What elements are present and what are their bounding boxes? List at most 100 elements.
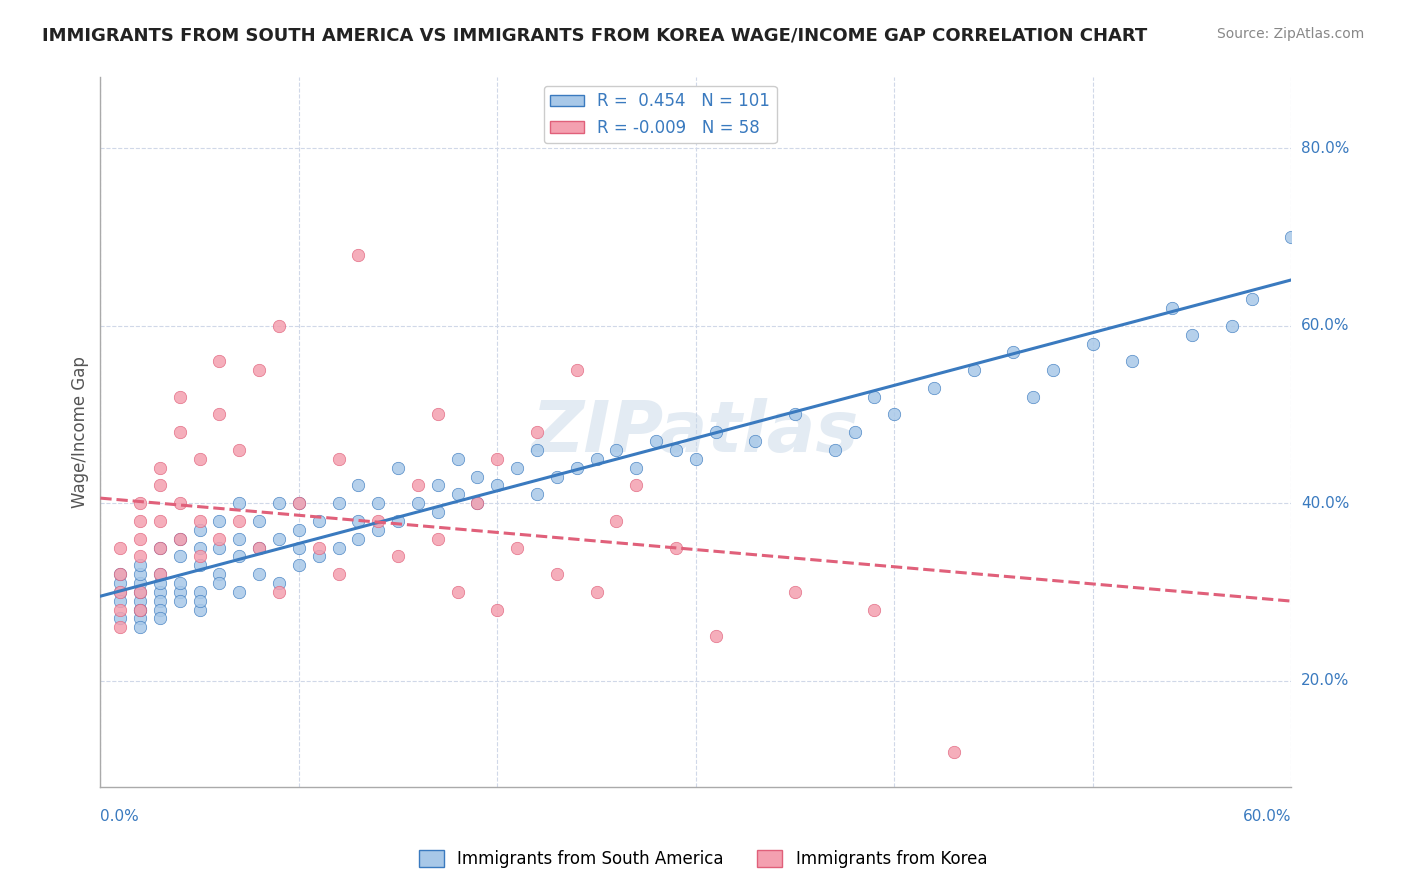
Immigrants from South America: [704, 425, 727, 440]
Immigrants from South America: [129, 558, 152, 573]
Immigrants from South America: [446, 451, 468, 466]
Immigrants from South America: [387, 460, 409, 475]
Immigrants from Korea: [526, 425, 548, 440]
Immigrants from South America: [467, 469, 489, 483]
Immigrants from South America: [188, 602, 211, 616]
Immigrants from South America: [169, 532, 191, 546]
Immigrants from Korea: [486, 451, 509, 466]
Immigrants from South America: [308, 514, 330, 528]
Immigrants from Korea: [188, 549, 211, 564]
Immigrants from South America: [228, 532, 250, 546]
Immigrants from Korea: [486, 602, 509, 616]
Immigrants from South America: [922, 381, 945, 395]
Immigrants from South America: [1022, 390, 1045, 404]
Immigrants from Korea: [169, 496, 191, 510]
Immigrants from South America: [308, 549, 330, 564]
Immigrants from Korea: [626, 478, 648, 492]
Immigrants from South America: [426, 478, 449, 492]
Immigrants from South America: [129, 602, 152, 616]
Immigrants from Korea: [208, 354, 231, 368]
Immigrants from Korea: [228, 442, 250, 457]
Immigrants from South America: [108, 576, 131, 591]
Immigrants from South America: [585, 451, 607, 466]
Immigrants from South America: [267, 532, 290, 546]
Y-axis label: Wage/Income Gap: Wage/Income Gap: [72, 356, 89, 508]
Text: 60.0%: 60.0%: [1243, 809, 1291, 824]
Immigrants from Korea: [308, 541, 330, 555]
Immigrants from Korea: [129, 514, 152, 528]
Immigrants from South America: [565, 460, 588, 475]
Immigrants from Korea: [149, 514, 172, 528]
Immigrants from South America: [247, 541, 270, 555]
Immigrants from South America: [288, 523, 311, 537]
Immigrants from South America: [506, 460, 529, 475]
Immigrants from Korea: [208, 408, 231, 422]
Immigrants from Korea: [129, 602, 152, 616]
Immigrants from South America: [149, 585, 172, 599]
Text: IMMIGRANTS FROM SOUTH AMERICA VS IMMIGRANTS FROM KOREA WAGE/INCOME GAP CORRELATI: IMMIGRANTS FROM SOUTH AMERICA VS IMMIGRA…: [42, 27, 1147, 45]
Immigrants from Korea: [108, 541, 131, 555]
Immigrants from Korea: [426, 532, 449, 546]
Immigrants from Korea: [247, 363, 270, 377]
Immigrants from South America: [824, 442, 846, 457]
Immigrants from Korea: [108, 602, 131, 616]
Immigrants from South America: [744, 434, 766, 449]
Immigrants from Korea: [169, 425, 191, 440]
Immigrants from South America: [129, 585, 152, 599]
Immigrants from South America: [486, 478, 509, 492]
Immigrants from Korea: [149, 478, 172, 492]
Immigrants from South America: [1240, 292, 1263, 306]
Immigrants from South America: [149, 541, 172, 555]
Immigrants from Korea: [605, 514, 627, 528]
Immigrants from Korea: [108, 620, 131, 634]
Immigrants from Korea: [267, 318, 290, 333]
Immigrants from Korea: [863, 602, 886, 616]
Immigrants from Korea: [406, 478, 429, 492]
Immigrants from Korea: [585, 585, 607, 599]
Immigrants from Korea: [169, 390, 191, 404]
Immigrants from South America: [149, 567, 172, 582]
Immigrants from Korea: [546, 567, 568, 582]
Immigrants from South America: [685, 451, 707, 466]
Immigrants from South America: [169, 585, 191, 599]
Immigrants from Korea: [328, 567, 350, 582]
Legend: R =  0.454   N = 101, R = -0.009   N = 58: R = 0.454 N = 101, R = -0.009 N = 58: [544, 86, 776, 144]
Immigrants from South America: [169, 576, 191, 591]
Immigrants from South America: [208, 514, 231, 528]
Immigrants from Korea: [149, 567, 172, 582]
Immigrants from Korea: [129, 532, 152, 546]
Immigrants from South America: [228, 496, 250, 510]
Immigrants from South America: [188, 523, 211, 537]
Immigrants from Korea: [228, 514, 250, 528]
Immigrants from Korea: [665, 541, 688, 555]
Immigrants from South America: [188, 585, 211, 599]
Text: 60.0%: 60.0%: [1301, 318, 1350, 334]
Immigrants from Korea: [108, 585, 131, 599]
Immigrants from South America: [387, 514, 409, 528]
Immigrants from South America: [129, 576, 152, 591]
Immigrants from Korea: [149, 541, 172, 555]
Immigrants from South America: [1220, 318, 1243, 333]
Immigrants from Korea: [188, 451, 211, 466]
Immigrants from Korea: [108, 567, 131, 582]
Immigrants from South America: [267, 496, 290, 510]
Immigrants from South America: [108, 585, 131, 599]
Text: Source: ZipAtlas.com: Source: ZipAtlas.com: [1216, 27, 1364, 41]
Legend: Immigrants from South America, Immigrants from Korea: Immigrants from South America, Immigrant…: [412, 843, 994, 875]
Immigrants from South America: [288, 541, 311, 555]
Immigrants from South America: [247, 567, 270, 582]
Immigrants from South America: [149, 611, 172, 625]
Text: 80.0%: 80.0%: [1301, 141, 1350, 156]
Immigrants from South America: [188, 541, 211, 555]
Immigrants from Korea: [288, 496, 311, 510]
Immigrants from South America: [1379, 177, 1402, 191]
Immigrants from South America: [526, 487, 548, 501]
Immigrants from South America: [347, 514, 370, 528]
Immigrants from South America: [108, 567, 131, 582]
Immigrants from South America: [645, 434, 668, 449]
Immigrants from Korea: [208, 532, 231, 546]
Immigrants from South America: [426, 505, 449, 519]
Immigrants from South America: [367, 523, 389, 537]
Immigrants from South America: [1181, 327, 1204, 342]
Immigrants from South America: [783, 408, 806, 422]
